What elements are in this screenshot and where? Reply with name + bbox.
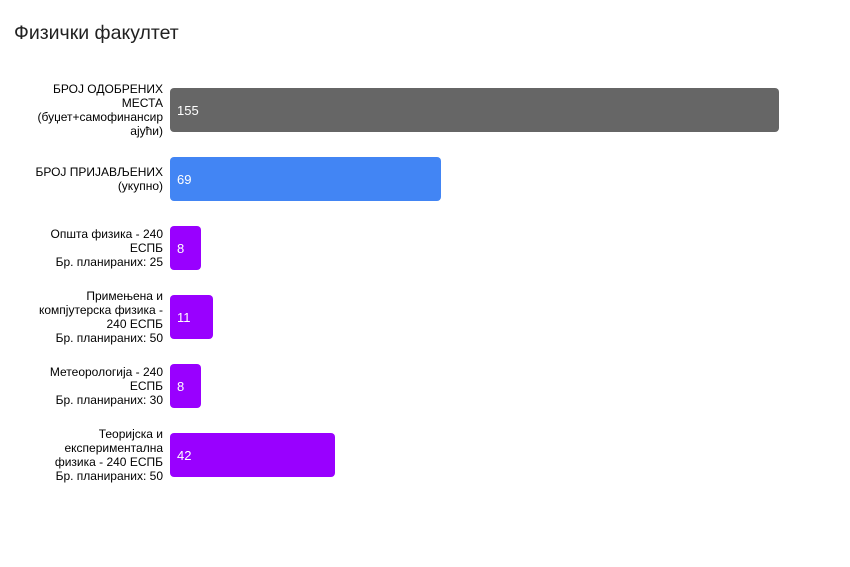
- chart-row: БРОЈ ПРИЈАВЉЕНИХ (укупно) 69: [0, 157, 800, 201]
- chart-row: Теоријска и експериментална физика - 240…: [0, 427, 800, 483]
- bar-rows: БРОЈ ОДОБРЕНИХ МЕСТА (буџет+самофинансир…: [0, 82, 800, 502]
- chart-row: БРОЈ ОДОБРЕНИХ МЕСТА (буџет+самофинансир…: [0, 82, 800, 138]
- chart-row: Метеорологија - 240 ЕСПБ Бр. планираних:…: [0, 364, 800, 408]
- chart-row: Општа физика - 240 ЕСПБ Бр. планираних: …: [0, 226, 800, 270]
- chart-title: Физички факултет: [14, 22, 179, 44]
- category-label: Метеорологија - 240 ЕСПБ Бр. планираних:…: [49, 365, 163, 407]
- bar-value-label: 155: [177, 102, 199, 118]
- category-label: БРОЈ ПРИЈАВЉЕНИХ (укупно): [35, 165, 163, 193]
- bar-value-label: 8: [177, 240, 185, 256]
- bar-value-label: 8: [177, 378, 185, 394]
- chart-row: Примењена и компјутерска физика - 240 ЕС…: [0, 289, 800, 345]
- bar-value-label: 42: [177, 447, 192, 463]
- category-label: БРОЈ ОДОБРЕНИХ МЕСТА (буџет+самофинансир…: [37, 82, 164, 138]
- bar-value-label: 69: [177, 171, 192, 187]
- category-label: Општа физика - 240 ЕСПБ Бр. планираних: …: [50, 227, 163, 269]
- bar[interactable]: 155: [170, 88, 779, 132]
- bar-value-label: 11: [177, 309, 191, 325]
- category-label: Примењена и компјутерска физика - 240 ЕС…: [38, 289, 163, 345]
- category-label: Теоријска и експериментална физика - 240…: [54, 427, 163, 483]
- bar[interactable]: 11: [170, 295, 213, 339]
- bar[interactable]: 69: [170, 157, 441, 201]
- bar[interactable]: 42: [170, 433, 335, 477]
- bar[interactable]: 8: [170, 364, 201, 408]
- bar[interactable]: 8: [170, 226, 201, 270]
